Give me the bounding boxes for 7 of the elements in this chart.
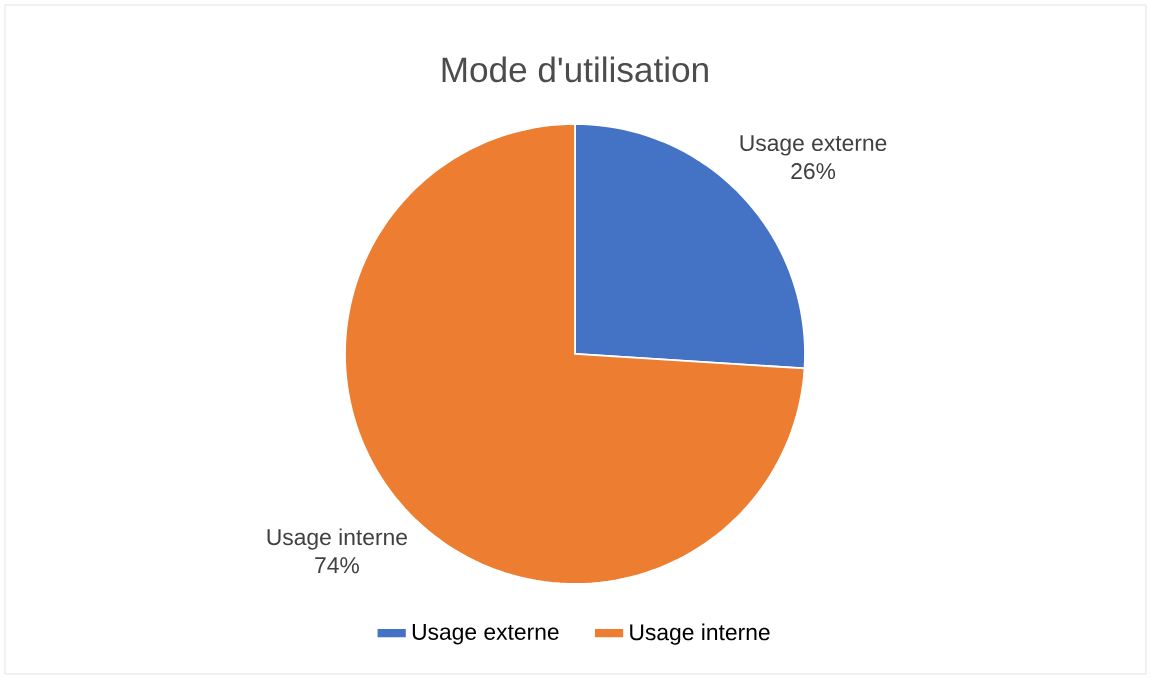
- slice-label: Usage interne: [267, 528, 407, 550]
- slice-label: Usage externe: [740, 135, 887, 156]
- legend-label: Usage externe: [412, 624, 559, 645]
- chart-title: Mode d'utilisation: [442, 56, 708, 83]
- legend-label: Usage interne: [630, 623, 770, 645]
- data-label: 26%: [791, 163, 836, 180]
- data-label: 74%: [315, 557, 359, 574]
